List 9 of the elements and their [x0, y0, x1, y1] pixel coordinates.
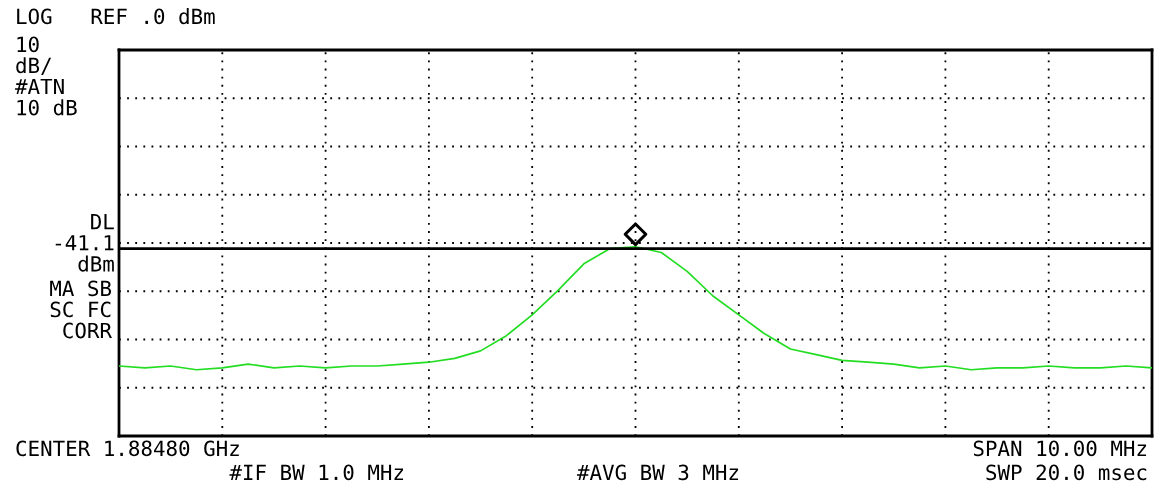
- text: #AVG BW 3 MHz: [576, 464, 739, 481]
- text: 10 dB/ #ATN 10 dB: [15, 36, 77, 116]
- text: #IF BW 1.0 MHz: [229, 464, 404, 481]
- text: CENTER 1.88480 GHz: [16, 440, 239, 457]
- text: LOG REF .0 dBm: [17, 8, 215, 25]
- text: SWP 20.0 msec: [986, 464, 1147, 481]
- text: SPAN 10.00 MHz: [973, 440, 1147, 457]
- text: MA SB SC FC CORR: [50, 280, 112, 339]
- ref-line-label: DL -41.1 dBm: [55, 214, 114, 272]
